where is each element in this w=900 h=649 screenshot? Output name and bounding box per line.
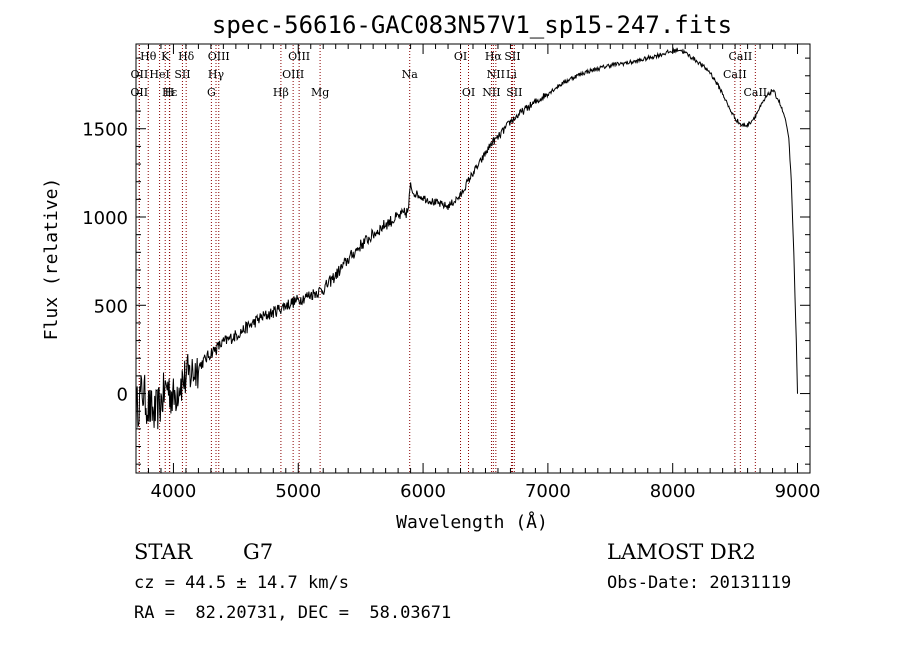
y-tick-label: 1000: [82, 208, 128, 229]
line-marker-label: Hθ: [140, 50, 157, 63]
line-marker-label: Hβ: [273, 86, 289, 99]
line-marker-label: Hγ: [208, 68, 225, 81]
obs-date: Obs-Date: 20131119: [607, 573, 792, 593]
y-tick-label: 500: [94, 296, 128, 317]
line-marker-label: CaII: [743, 86, 767, 99]
line-marker-label: CaII: [723, 68, 747, 81]
survey-name: LAMOST DR2: [607, 540, 756, 564]
x-tick-label: 4000: [151, 481, 197, 502]
line-marker-label: CaII: [729, 50, 753, 63]
line-marker-label: OIII: [288, 50, 310, 63]
line-marker-label: Hε: [162, 86, 178, 99]
line-marker-label: Na: [402, 68, 419, 81]
subclass: G7: [243, 540, 274, 564]
x-axis-ticks: 4000 5000 6000 7000 8000 9000: [135, 44, 821, 502]
x-axis-label: Wavelength (Å): [396, 511, 548, 533]
line-marker-label: K: [161, 50, 170, 63]
y-axis-label: Flux (relative): [41, 178, 62, 341]
y-tick-label: 1500: [82, 120, 128, 141]
line-marker-label: SII: [506, 86, 522, 99]
line-marker-label: H: [165, 86, 175, 99]
x-tick-label: 9000: [775, 481, 821, 502]
spectral-line-markers: [138, 45, 756, 472]
line-marker-label: NII: [482, 86, 500, 99]
object-class: STAR: [134, 540, 193, 564]
line-marker-label: NII: [487, 68, 505, 81]
plot-frame: [135, 43, 811, 474]
x-tick-label: 8000: [650, 481, 696, 502]
spectrum-line: [135, 47, 798, 430]
line-marker-label: Li: [506, 68, 517, 81]
line-marker-label: HeI: [149, 68, 169, 81]
line-marker-label: OII: [130, 86, 148, 99]
line-marker-label: Mg: [311, 86, 329, 99]
y-tick-label: 0: [117, 385, 128, 406]
coordinates: RA = 82.20731, DEC = 58.03671: [134, 603, 452, 623]
line-marker-label: OI: [454, 50, 467, 63]
line-marker-label: OIII: [208, 50, 230, 63]
line-marker-label: OIII: [282, 68, 304, 81]
chart-title: spec-56616-GAC083N57V1_sp15-247.fits: [212, 11, 732, 39]
line-marker-label: OI: [462, 86, 475, 99]
line-marker-label: G: [207, 86, 216, 99]
x-tick-label: 6000: [400, 481, 446, 502]
line-marker-label: Hδ: [178, 50, 195, 63]
line-marker-label: SII: [504, 50, 520, 63]
redshift: cz = 44.5 ± 14.7 km/s: [134, 573, 349, 593]
y-axis-ticks: 0 500 1000 1500: [82, 57, 810, 465]
line-marker-label: OII: [131, 68, 149, 81]
x-tick-label: 7000: [525, 481, 571, 502]
line-marker-label: SII: [174, 68, 190, 81]
line-marker-label: Hα: [485, 50, 503, 63]
x-tick-label: 5000: [275, 481, 321, 502]
